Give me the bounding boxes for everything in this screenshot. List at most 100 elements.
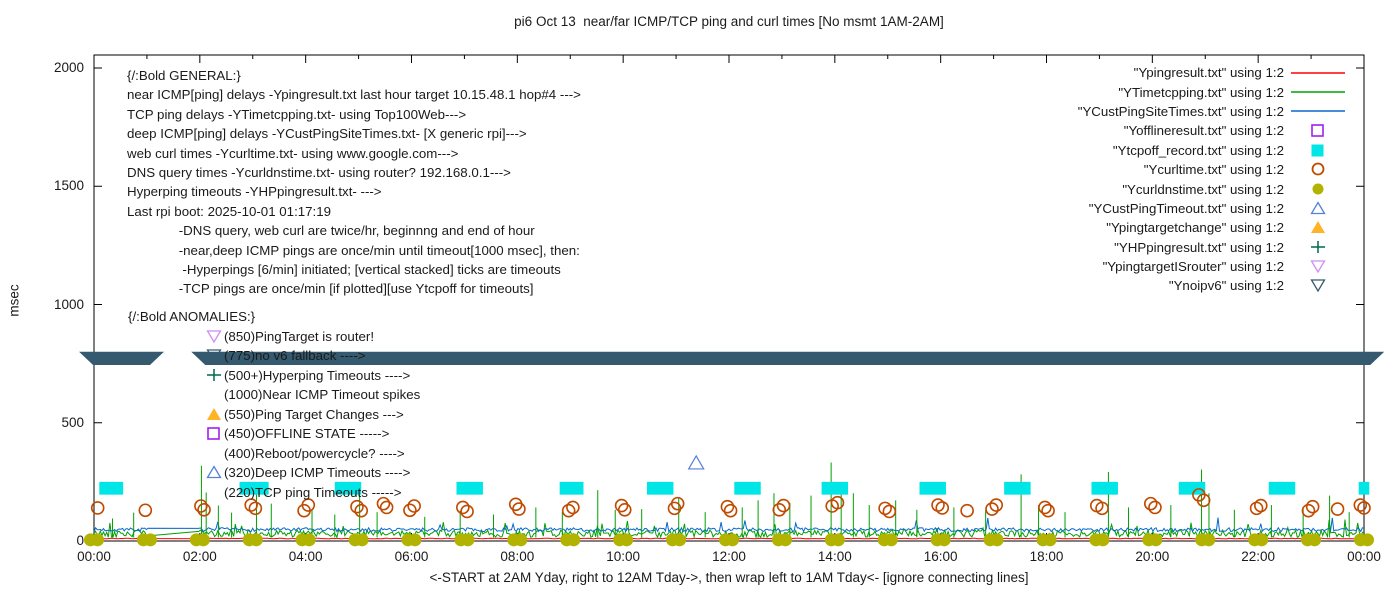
tridown-open-icon xyxy=(1310,260,1326,274)
dns-time-point xyxy=(136,533,150,547)
curl-time-point xyxy=(1353,498,1368,512)
x-axis-label: <-START at 2AM Yday, right to 12AM Tday-… xyxy=(429,570,1029,585)
anomaly-text: (500+)Hyperping Timeouts ----> xyxy=(224,367,411,383)
anomaly-line: (1000)Near ICMP Timeout spikes xyxy=(127,385,420,405)
dns-time-point xyxy=(348,533,362,547)
legend-item: "Ycurldnstime.txt" using 1:2 xyxy=(1078,179,1348,198)
triangle-filled-icon xyxy=(207,407,221,420)
tridown-open-icon xyxy=(206,330,222,344)
general-annotation-block: {/:Bold GENERAL:} near ICMP[ping] delays … xyxy=(127,66,581,299)
dns-time-point xyxy=(401,533,415,547)
dns-time-point xyxy=(884,533,898,547)
dns-time-point xyxy=(719,533,732,547)
dns-time-point xyxy=(249,533,263,547)
dns-time-point xyxy=(1043,533,1057,547)
curl-time-point xyxy=(1143,496,1158,511)
x-tick-label: 00:00 xyxy=(1347,549,1381,564)
legend-label: "Yofflineresult.txt" using 1:2 xyxy=(1123,123,1284,139)
anomaly-marker xyxy=(205,329,223,344)
x-tick-label: 14:00 xyxy=(817,549,852,564)
dns-time-point xyxy=(91,533,104,547)
legend-line-sample-icon xyxy=(1291,91,1345,93)
dns-time-point xyxy=(778,533,792,547)
curl-time-point xyxy=(403,503,417,518)
legend-item: "YCustPingSiteTimes.txt" using 1:2 xyxy=(1078,102,1348,121)
dns-time-point xyxy=(1142,533,1156,547)
legend-item: "Ycurltime.txt" using 1:2 xyxy=(1078,160,1348,179)
tcpoff-bar xyxy=(1091,481,1118,495)
anomaly-line: (450)OFFLINE STATE -----> xyxy=(127,424,420,444)
curl-time-point xyxy=(1196,493,1211,508)
anomaly-line: (500+)Hyperping Timeouts ----> xyxy=(127,366,420,386)
curl-time-point xyxy=(960,503,974,518)
legend-item: "YpingtargetISrouter" using 1:2 xyxy=(1078,257,1348,276)
legend-item: "Ynoipv6" using 1:2 xyxy=(1078,276,1348,295)
x-tick-label: 16:00 xyxy=(923,549,958,564)
legend-label: "YHPpingresult.txt" using 1:2 xyxy=(1114,239,1284,255)
general-line: near ICMP[ping] delays -Ypingresult.txt … xyxy=(127,87,581,103)
dns-time-point xyxy=(877,533,891,547)
general-line: TCP ping delays -YTimetcpping.txt- using… xyxy=(127,106,467,122)
anomaly-text: (1000)Near ICMP Timeout spikes xyxy=(224,387,421,402)
curl-time-point xyxy=(1038,500,1052,515)
curl-time-point xyxy=(1041,503,1055,518)
legend-marker xyxy=(1288,123,1348,138)
tcpoff-bar xyxy=(1178,481,1206,495)
dns-time-point xyxy=(831,533,845,547)
curl-time-point xyxy=(1301,503,1316,518)
curl-time-point xyxy=(350,499,364,514)
anomalies-annotation-block: {/:Bold ANOMALIES:} (850)PingTarget is ro… xyxy=(127,307,420,502)
x-tick-label: 22:00 xyxy=(1241,549,1276,564)
anomaly-text: (850)PingTarget is router! xyxy=(224,328,375,344)
legend-marker xyxy=(1288,220,1348,235)
dns-time-point xyxy=(143,533,157,547)
curl-time-point xyxy=(772,502,787,517)
dns-time-point xyxy=(302,533,316,547)
dns-time-point xyxy=(1255,533,1269,547)
y-tick-label: 500 xyxy=(61,414,84,430)
curl-time-point xyxy=(985,502,999,516)
tcpoff-bar xyxy=(919,481,946,495)
legend-label: "YpingtargetISrouter" using 1:2 xyxy=(1102,259,1284,275)
dns-time-point xyxy=(1036,533,1050,547)
x-tick-label: 08:00 xyxy=(500,549,535,564)
dns-time-point xyxy=(666,533,680,547)
curl-time-point xyxy=(1148,500,1162,515)
legend-marker xyxy=(1288,143,1348,158)
legend: "Ypingresult.txt" using 1:2 "YTimetcpping… xyxy=(1078,63,1348,296)
tridown-open-icon xyxy=(1310,279,1326,293)
curl-time-point xyxy=(248,501,263,516)
chart-title: pi6 Oct 13 near/far ICMP/TCP ping and cu… xyxy=(514,14,944,29)
legend-label: "YTimetcpping.txt" using 1:2 xyxy=(1118,84,1284,100)
dns-time-point xyxy=(990,533,1004,547)
dns-time-point xyxy=(454,533,468,547)
anomaly-line: (850)PingTarget is router! xyxy=(127,327,420,347)
legend-line-sample-icon xyxy=(1291,71,1345,74)
general-line: -near,deep ICMP pings are once/min until… xyxy=(127,242,580,258)
curl-time-point xyxy=(830,495,845,510)
curl-time-point xyxy=(1095,501,1109,516)
series-red-line xyxy=(93,537,1365,540)
tcpoff-bar xyxy=(99,481,124,495)
curl-time-point xyxy=(1330,502,1345,516)
legend-item: "YHPpingresult.txt" using 1:2 xyxy=(1078,238,1348,257)
x-tick-label: 10:00 xyxy=(606,549,641,564)
circle-filled-icon xyxy=(1312,183,1324,195)
dns-time-point xyxy=(824,533,838,547)
anomaly-line: (775)no v6 fallback ----> xyxy=(127,346,420,366)
curl-time-point xyxy=(723,503,738,518)
curl-time-point xyxy=(1192,488,1206,502)
anomaly-line: (550)Ping Target Changes ---> xyxy=(127,405,420,425)
dns-time-point xyxy=(983,533,997,547)
general-line: {/:Bold GENERAL:} xyxy=(127,68,241,83)
plus-icon xyxy=(1311,240,1325,253)
general-line: -TCP pings are once/min [if plotted][use… xyxy=(127,281,534,297)
dns-time-point xyxy=(1308,533,1322,547)
legend-item: "YCustPingTimeout.txt" using 1:2 xyxy=(1078,199,1348,218)
general-line: DNS query times -Ycurldnstime.txt- using… xyxy=(127,165,511,181)
anomaly-line: {/:Bold ANOMALIES:} xyxy=(127,307,420,327)
deep-icmp-timeout-point xyxy=(687,454,705,470)
curl-time-point xyxy=(508,497,523,512)
curl-time-point xyxy=(989,498,1004,512)
triangle-open-icon xyxy=(1310,201,1326,215)
